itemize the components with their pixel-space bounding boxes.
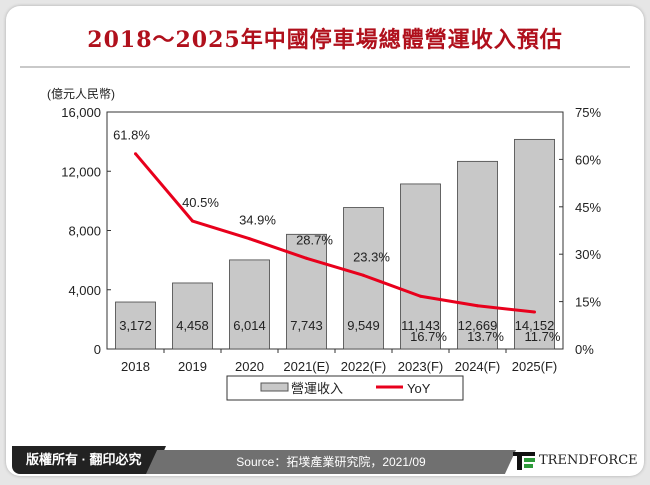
bar: [514, 138, 555, 350]
yoy-label: 40.5%: [182, 195, 219, 210]
y-left-tick-label: 12,000: [61, 164, 101, 179]
bar-label: 3,172: [119, 318, 152, 333]
bar-label: 6,014: [233, 318, 266, 333]
y-right-tick-label: 15%: [575, 295, 601, 310]
y-right-tick-label: 60%: [575, 152, 601, 167]
yoy-label: 34.9%: [239, 213, 276, 228]
y-left-tick-label: 4,000: [68, 283, 101, 298]
yoy-point: [533, 310, 536, 314]
y-right-tick-label: 75%: [575, 105, 601, 120]
x-tick-label: 2020: [235, 359, 264, 374]
bar: [172, 282, 213, 350]
bar-label: 12,669: [458, 318, 498, 333]
y-right-tick-label: 45%: [575, 200, 601, 215]
footer: 版權所有 · 翻印必究 Source：拓墣產業研究院，2021/09 TREND…: [8, 446, 642, 474]
yoy-point: [134, 152, 137, 156]
yoy-point: [476, 304, 479, 308]
yoy-point: [191, 219, 194, 223]
y-left-tick-label: 0: [94, 342, 101, 357]
yoy-label: 11.7%: [525, 329, 561, 344]
y-left-tick-label: 8,000: [68, 224, 101, 239]
yoy-label: 61.8%: [113, 128, 150, 143]
y-right-tick-label: 30%: [575, 247, 601, 262]
bar: [400, 183, 441, 350]
yoy-point: [305, 256, 308, 260]
yoy-point: [362, 273, 365, 277]
legend-label-yoy: YoY: [407, 381, 431, 396]
source-text: Source：拓墣產業研究院，2021/09: [146, 450, 516, 474]
x-tick-label: 2022(F): [341, 359, 387, 374]
legend-bar-swatch: [260, 382, 289, 392]
x-tick-label: 2019: [178, 359, 207, 374]
logo-text: TRENDFORCE: [539, 452, 638, 468]
bar-label: 9,549: [347, 318, 380, 333]
trendforce-logo: TRENDFORCE: [513, 446, 643, 474]
yoy-point: [248, 237, 251, 241]
bar-label: 14,152: [515, 318, 555, 333]
y-axis-left-label: (億元人民幣): [47, 87, 115, 101]
yoy-point: [419, 294, 422, 298]
x-tick-label: 2024(F): [455, 359, 501, 374]
chart-title: 2018～2025年中國停車場總體營運收入預估: [87, 27, 563, 53]
bar: [457, 160, 498, 350]
title-divider: [20, 66, 630, 68]
x-tick-label: 2023(F): [398, 359, 444, 374]
bar-label: 7,743: [290, 318, 323, 333]
bar-label: 11,143: [401, 318, 440, 333]
yoy-label: 23.3%: [353, 249, 390, 264]
logo-icon: [513, 452, 535, 470]
bar: [229, 259, 270, 350]
yoy-label: 16.7%: [410, 329, 447, 344]
bar: [115, 301, 156, 350]
yoy-label: 13.7%: [467, 329, 504, 344]
legend-label-revenue: 營運收入: [291, 381, 343, 396]
bar: [343, 207, 384, 350]
yoy-label: 28.7%: [296, 232, 333, 247]
copyright-notice: 版權所有 · 翻印必究: [12, 446, 166, 474]
bar-label: 4,458: [176, 318, 209, 333]
y-right-tick-label: 0%: [575, 342, 594, 357]
y-left-tick-label: 16,000: [61, 105, 101, 120]
yoy-line: [134, 152, 535, 314]
x-tick-label: 2018: [121, 359, 150, 374]
x-tick-label: 2025(F): [512, 359, 558, 374]
x-tick-label: 2021(E): [283, 359, 329, 374]
